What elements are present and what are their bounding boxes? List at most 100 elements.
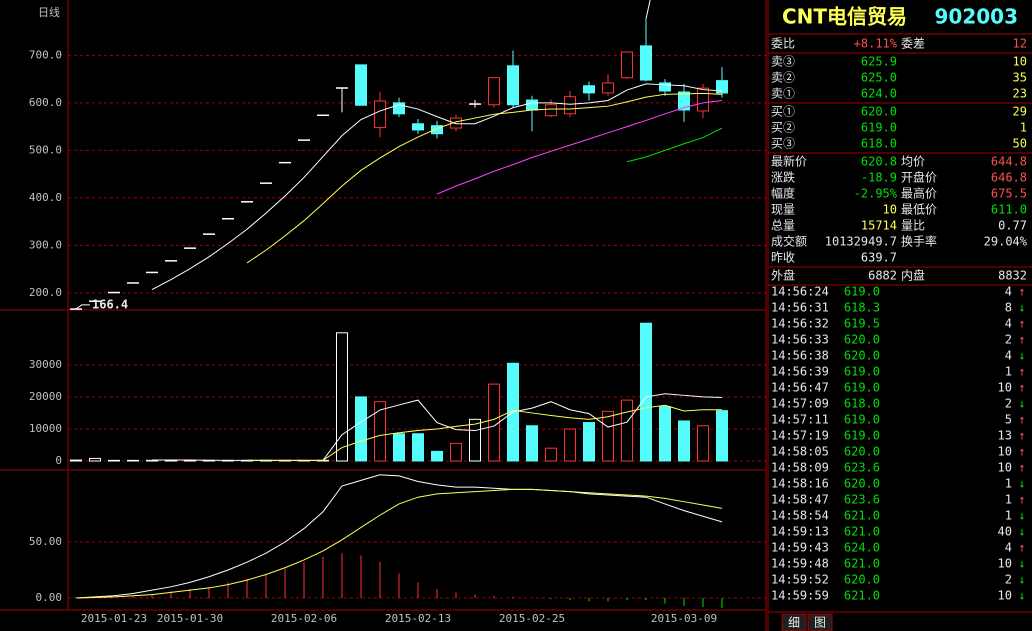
trade-time: 14:56:32	[771, 317, 829, 331]
trade-direction: ↑	[1018, 381, 1025, 395]
trade-volume: 8	[1005, 301, 1012, 315]
trade-direction: ↑	[1018, 413, 1025, 427]
volume-bar	[412, 433, 424, 462]
quote-value: 639.7	[861, 251, 897, 265]
candle-body	[222, 218, 234, 220]
trade-volume: 4	[1005, 285, 1012, 299]
candle-body	[184, 247, 196, 249]
volume-bar	[469, 418, 481, 462]
trade-time: 14:59:48	[771, 557, 829, 571]
trade-volume: 2	[1005, 333, 1012, 347]
trade-volume: 10	[998, 461, 1012, 475]
candle-body	[640, 45, 652, 81]
trade-price: 619.0	[844, 413, 880, 427]
candle-body	[70, 308, 82, 310]
candle-body	[165, 260, 177, 262]
quote-value: 646.8	[991, 171, 1027, 185]
trade-direction: ↓	[1018, 301, 1025, 315]
volume-bar	[697, 425, 709, 462]
candle-body	[469, 103, 481, 105]
quote-value: -2.95%	[854, 187, 898, 201]
trade-price: 621.0	[844, 509, 880, 523]
trade-volume: 1	[1005, 477, 1012, 491]
quote-label: 买②	[771, 121, 795, 135]
tab[interactable]	[807, 613, 833, 631]
trade-volume: 13	[998, 429, 1012, 443]
trade-direction: ↓	[1018, 397, 1025, 411]
quote-label: 买③	[771, 137, 795, 151]
trade-volume: 2	[1005, 573, 1012, 587]
trade-price: 619.0	[844, 381, 880, 395]
quote-label: 昨收	[771, 251, 795, 265]
trade-direction: ↓	[1018, 557, 1025, 571]
candle-body	[146, 271, 158, 274]
trade-time: 14:58:54	[771, 509, 829, 523]
trade-price: 619.0	[844, 429, 880, 443]
ma-line	[246, 92, 723, 264]
trade-volume: 10	[998, 557, 1012, 571]
quote-value: 10	[883, 203, 897, 217]
trade-time: 14:56:33	[771, 333, 829, 347]
trade-time: 14:59:59	[771, 589, 829, 603]
y-tick-label: 500.0	[29, 143, 62, 156]
volume-bar	[336, 332, 348, 462]
volume-bar	[564, 428, 576, 462]
trade-volume: 1	[1005, 365, 1012, 379]
quote-value: 0.77	[998, 219, 1027, 233]
volume-bar	[488, 383, 500, 462]
quote-value: +8.11%	[854, 37, 898, 51]
y-tick-label: 10000	[29, 422, 62, 435]
quote-label: 最高价	[901, 186, 937, 201]
volume-bar	[526, 425, 538, 462]
quote-value: 29.04%	[984, 235, 1028, 249]
candle-body	[241, 201, 253, 203]
trade-direction: ↓	[1018, 349, 1025, 363]
ma-line	[75, 474, 723, 599]
trade-price: 620.0	[844, 445, 880, 459]
trade-time: 14:58:09	[771, 461, 829, 475]
quote-label: 卖③	[771, 55, 795, 69]
trade-price: 623.6	[844, 493, 880, 507]
candle-body	[621, 51, 633, 79]
tab[interactable]	[781, 613, 807, 631]
trade-volume: 10	[998, 589, 1012, 603]
x-tick-label: 2015-02-06	[271, 612, 337, 625]
volume-bar	[545, 447, 557, 462]
candle-body	[336, 87, 348, 89]
quote-value: 15714	[861, 219, 897, 233]
candle-body	[507, 65, 519, 106]
trade-time: 14:56:39	[771, 365, 829, 379]
quote-label: 总量	[771, 219, 795, 233]
tab-label[interactable]: 细	[788, 616, 800, 630]
y-tick-label: 20000	[29, 390, 62, 403]
tab-label[interactable]: 图	[814, 616, 826, 630]
stock-code: 902003	[935, 5, 1019, 29]
quote-value: 625.0	[861, 71, 897, 85]
volume-bar	[374, 401, 386, 462]
quote-label: 外盘	[771, 268, 795, 283]
volume-bar	[602, 410, 614, 462]
trade-time: 14:56:38	[771, 349, 829, 363]
volume-bar	[70, 459, 82, 462]
quote-label: 量比	[901, 219, 925, 233]
trade-volume: 1	[1005, 493, 1012, 507]
trade-price: 618.0	[844, 397, 880, 411]
quote-value: 620.8	[861, 155, 897, 169]
trade-direction: ↑	[1018, 461, 1025, 475]
candle-body	[450, 117, 462, 129]
quote-label: 现量	[771, 203, 795, 217]
quote-value: 644.8	[991, 155, 1027, 169]
quote-value: 12	[1013, 37, 1027, 51]
volume-bar	[450, 442, 462, 462]
trade-time: 14:58:47	[771, 493, 829, 507]
y-tick-label: 600.0	[29, 96, 62, 109]
trade-volume: 4	[1005, 317, 1012, 331]
quote-label: 委比	[771, 37, 795, 51]
quote-value: 23	[1013, 87, 1027, 101]
quote-label: 成交额	[771, 234, 807, 249]
candle-body	[488, 77, 500, 106]
annotation-line	[645, 0, 651, 19]
volume-bar	[127, 459, 139, 462]
candle-body	[355, 64, 367, 106]
trade-price: 621.0	[844, 525, 880, 539]
